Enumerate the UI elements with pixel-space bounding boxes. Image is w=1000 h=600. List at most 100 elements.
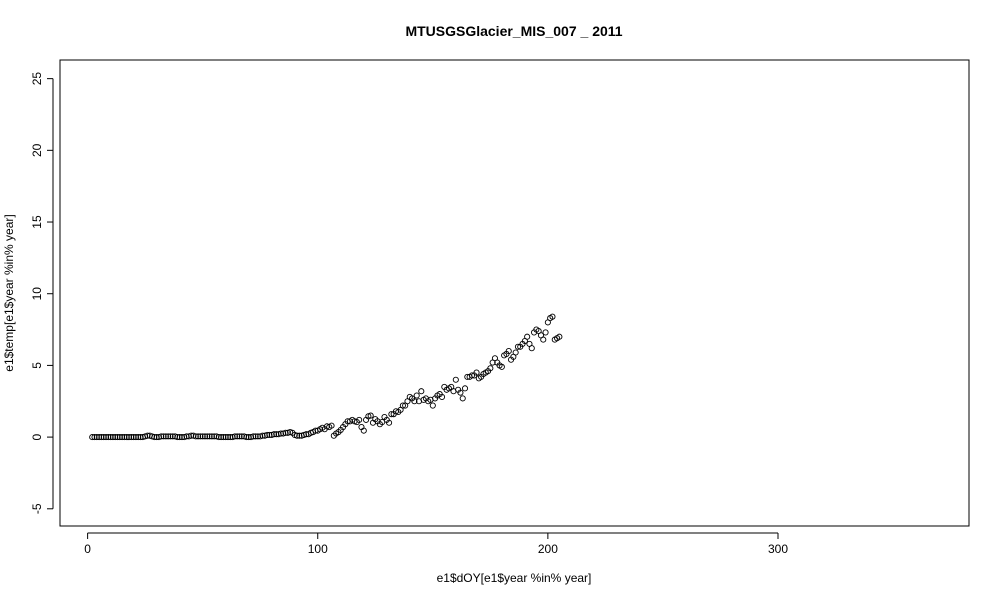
x-tick-label: 200 — [538, 542, 558, 556]
data-point — [165, 433, 172, 440]
data-point — [282, 429, 289, 436]
data-point — [356, 416, 363, 423]
data-point — [114, 434, 121, 441]
data-point — [130, 434, 137, 441]
data-point — [227, 434, 234, 441]
data-point — [160, 433, 167, 440]
data-point — [250, 433, 257, 440]
data-point — [91, 434, 98, 441]
data-point — [245, 434, 252, 441]
data-point — [125, 434, 133, 441]
data-point — [218, 434, 225, 441]
data-point — [238, 433, 245, 440]
data-point — [234, 433, 241, 440]
data-point — [549, 313, 556, 320]
data-point — [542, 329, 549, 336]
x-axis-label: e1$dOY[e1$year %in% year] — [437, 571, 592, 585]
data-point — [188, 432, 195, 439]
x-axis: 0 100 200 300 — [84, 532, 788, 556]
data-point — [468, 372, 475, 379]
data-point — [512, 349, 519, 356]
x-tick-label: 300 — [768, 542, 788, 556]
data-point — [222, 434, 229, 441]
data-point — [528, 345, 535, 352]
x-tick-label: 0 — [84, 542, 91, 556]
data-point — [98, 434, 105, 441]
data-point — [296, 432, 303, 439]
data-point — [367, 412, 374, 419]
data-point — [498, 363, 505, 370]
data-point — [137, 434, 144, 441]
data-point — [487, 365, 494, 372]
data-point — [328, 422, 335, 429]
data-point — [505, 348, 512, 355]
data-point — [167, 433, 174, 440]
data-point — [199, 433, 206, 440]
data-point — [254, 433, 261, 440]
data-point — [399, 402, 406, 409]
data-point — [236, 433, 243, 440]
data-point — [109, 434, 116, 441]
data-point — [252, 433, 259, 440]
data-point — [259, 432, 266, 439]
data-point — [107, 434, 114, 441]
data-point — [201, 433, 209, 440]
data-point — [144, 432, 151, 439]
data-point — [243, 434, 250, 441]
y-tick-label: 0 — [30, 433, 44, 440]
data-point — [112, 434, 119, 441]
data-point — [100, 434, 107, 441]
data-point — [266, 431, 273, 439]
y-axis-label: e1$temp[e1$year %in% year] — [2, 214, 16, 371]
data-point — [452, 376, 459, 383]
data-point — [231, 433, 238, 440]
data-point — [162, 433, 169, 440]
data-point — [105, 434, 112, 441]
data-point — [176, 434, 183, 441]
data-point — [197, 433, 204, 440]
data-point — [438, 393, 446, 401]
data-point — [192, 433, 199, 440]
data-point — [183, 433, 190, 440]
data-point — [264, 431, 271, 439]
data-point — [473, 369, 480, 376]
data-point — [211, 433, 218, 440]
data-point — [514, 343, 522, 350]
data-point — [208, 433, 215, 440]
data-point — [388, 411, 395, 418]
data-point — [215, 434, 222, 441]
data-point — [413, 392, 420, 399]
data-point — [386, 419, 393, 426]
y-tick-label: -5 — [30, 503, 44, 514]
y-tick-label: 25 — [30, 72, 44, 86]
data-point — [360, 427, 367, 434]
data-point — [195, 433, 202, 440]
data-point — [270, 431, 278, 438]
data-point — [293, 432, 301, 439]
data-point — [102, 434, 110, 441]
y-tick-label: 20 — [30, 143, 44, 157]
data-point — [459, 395, 466, 402]
data-point — [96, 434, 103, 441]
data-point — [540, 336, 547, 343]
data-point — [461, 385, 469, 392]
data-point — [121, 434, 128, 441]
data-point — [116, 434, 123, 441]
y-tick-label: 5 — [30, 362, 44, 369]
data-point — [169, 433, 176, 440]
data-point — [174, 434, 181, 441]
data-point — [206, 433, 213, 440]
chart-title: MTUSGSGlacier_MIS_007 _ 2011 — [405, 23, 622, 39]
plot-frame — [59, 59, 970, 527]
data-point — [273, 431, 280, 438]
data-point — [418, 388, 425, 395]
data-point — [93, 434, 100, 441]
data-point — [132, 434, 139, 441]
data-point — [411, 398, 418, 405]
data-point — [128, 434, 135, 441]
data-point — [123, 434, 130, 441]
data-point — [153, 434, 160, 441]
data-point — [457, 389, 464, 396]
data-point — [135, 434, 142, 441]
